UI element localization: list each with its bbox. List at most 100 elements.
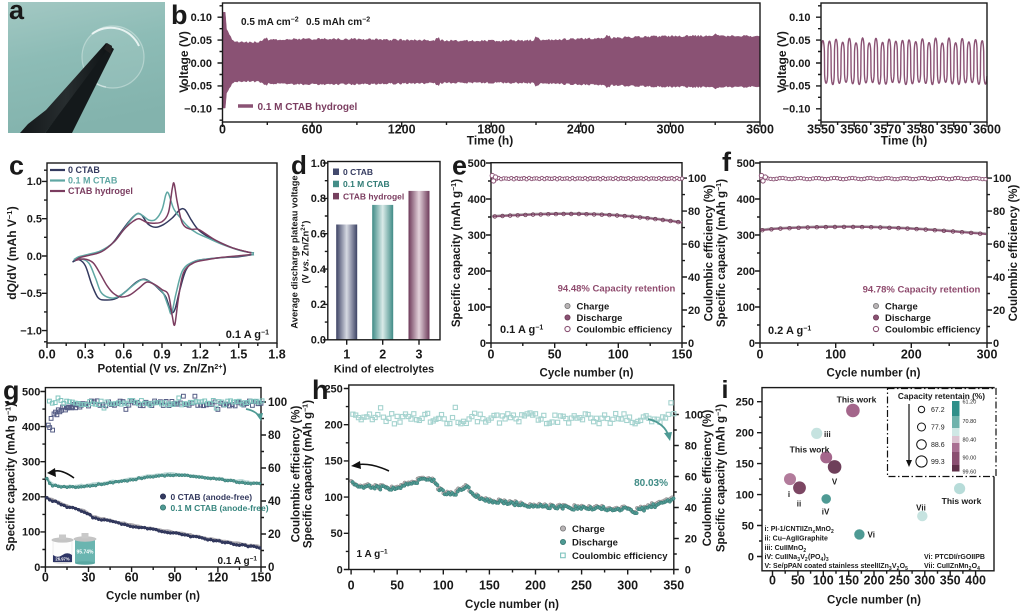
svg-text:0.4: 0.4 [311, 264, 327, 276]
svg-text:500: 500 [22, 386, 40, 398]
svg-text:V: V [832, 478, 838, 487]
svg-text:90.00: 90.00 [963, 456, 977, 462]
svg-text:0.2 A g−1: 0.2 A g−1 [768, 325, 811, 337]
svg-text:0: 0 [685, 564, 691, 576]
svg-text:0.10: 0.10 [789, 12, 810, 24]
svg-text:80: 80 [993, 206, 1005, 218]
svg-text:80: 80 [268, 430, 281, 442]
svg-text:Kind of electrolytes: Kind of electrolytes [334, 364, 434, 376]
svg-text:−1.0: −1.0 [20, 325, 42, 337]
svg-text:3550: 3550 [807, 123, 835, 137]
svg-text:1.5: 1.5 [230, 348, 247, 362]
svg-text:0.5 mA cm−2: 0.5 mA cm−2 [241, 17, 299, 29]
svg-text:Time (h): Time (h) [881, 134, 927, 148]
svg-text:1: 1 [343, 348, 350, 362]
svg-text:150: 150 [672, 348, 693, 362]
svg-text:ii: Cu–AgIIGraphite: ii: Cu–AgIIGraphite [765, 536, 829, 543]
svg-text:1.0: 1.0 [27, 176, 42, 188]
svg-text:3600: 3600 [746, 123, 774, 137]
svg-text:Vi: PTCDI/rGOIIPB: Vi: PTCDI/rGOIIPB [924, 554, 985, 561]
svg-text:−0.05: −0.05 [783, 81, 811, 93]
svg-text:350: 350 [663, 579, 684, 593]
svg-text:400: 400 [965, 574, 986, 588]
svg-text:1.8: 1.8 [268, 348, 285, 362]
svg-text:−0.5: −0.5 [20, 288, 42, 300]
svg-text:50: 50 [548, 348, 562, 362]
svg-text:200: 200 [864, 574, 885, 588]
svg-text:60: 60 [268, 463, 281, 475]
svg-text:94.48% Capacity retention: 94.48% Capacity retention [558, 284, 676, 295]
svg-text:0.05: 0.05 [789, 35, 810, 47]
svg-text:0: 0 [34, 562, 40, 574]
svg-text:0.6: 0.6 [311, 229, 326, 241]
svg-text:Voltage (V): Voltage (V) [177, 31, 191, 93]
svg-text:This work: This work [837, 395, 877, 405]
svg-text:1800: 1800 [477, 123, 505, 137]
svg-text:Specific capacity (mAh g−1 ): Specific capacity (mAh g−1 ) [716, 404, 728, 552]
svg-text:0.00: 0.00 [789, 58, 810, 70]
svg-text:Cycle number (n): Cycle number (n) [465, 599, 559, 611]
svg-text:0: 0 [348, 579, 355, 593]
svg-text:d: d [291, 150, 307, 180]
svg-text:100: 100 [737, 302, 755, 314]
svg-text:0.1 A g−1: 0.1 A g−1 [226, 329, 269, 341]
svg-text:0.1 M CTAB: 0.1 M CTAB [343, 179, 390, 189]
svg-text:500: 500 [468, 158, 486, 170]
svg-text:3580: 3580 [907, 123, 935, 137]
svg-text:100: 100 [685, 409, 703, 421]
svg-text:Vi: Vi [868, 531, 875, 540]
svg-text:500: 500 [737, 158, 755, 170]
svg-text:b: b [171, 0, 188, 30]
svg-text:77.9: 77.9 [931, 425, 945, 432]
svg-text:0.5: 0.5 [27, 214, 42, 226]
svg-text:100: 100 [688, 173, 706, 185]
svg-text:dQ/dV (mAh V−1 ): dQ/dV (mAh V−1 ) [5, 206, 19, 300]
svg-text:300: 300 [617, 579, 638, 593]
svg-text:0: 0 [688, 338, 694, 350]
svg-text:3: 3 [416, 348, 423, 362]
svg-text:0: 0 [488, 348, 495, 362]
svg-text:1.2: 1.2 [192, 348, 209, 362]
svg-text:Coulombic efficiency (%): Coulombic efficiency (%) [291, 405, 303, 542]
svg-text:0.1 A g−1: 0.1 A g−1 [500, 324, 543, 336]
svg-text:200: 200 [324, 420, 342, 432]
svg-text:100: 100 [433, 579, 454, 593]
svg-text:iii: iii [824, 430, 831, 439]
svg-text:Discharge: Discharge [577, 313, 623, 324]
svg-text:200: 200 [22, 492, 40, 504]
svg-text:99.3: 99.3 [931, 459, 945, 466]
svg-text:i: i [722, 376, 729, 404]
svg-text:200: 200 [468, 266, 486, 278]
svg-text:60: 60 [125, 571, 139, 585]
svg-text:0: 0 [748, 551, 754, 563]
svg-text:0.05: 0.05 [191, 35, 212, 47]
svg-text:600: 600 [302, 123, 323, 137]
svg-text:0.8: 0.8 [311, 193, 326, 205]
svg-text:Specific capacity (mAh g−1 ): Specific capacity (mAh g−1 ) [716, 179, 728, 327]
svg-text:400: 400 [468, 194, 486, 206]
svg-text:Average discharge plateau volt: Average discharge plateau voltage [290, 175, 300, 328]
svg-text:Coulombic efficiency: Coulombic efficiency [885, 325, 981, 336]
svg-text:100: 100 [22, 527, 40, 539]
svg-text:150: 150 [251, 571, 272, 585]
svg-text:iV: iV [822, 508, 830, 517]
svg-text:300: 300 [977, 348, 998, 362]
svg-text:0: 0 [268, 562, 274, 574]
svg-text:80: 80 [685, 440, 697, 452]
svg-text:Discharge: Discharge [885, 313, 931, 324]
svg-text:80: 80 [688, 206, 700, 218]
svg-text:100: 100 [813, 574, 834, 588]
svg-text:0: 0 [757, 348, 764, 362]
svg-text:Coulombic efficiency (%): Coulombic efficiency (%) [1008, 184, 1020, 321]
svg-text:Discharge: Discharge [572, 538, 618, 549]
svg-text:250: 250 [571, 579, 592, 593]
svg-text:90: 90 [168, 571, 182, 585]
svg-text:100: 100 [608, 348, 629, 362]
svg-text:ii: ii [797, 500, 801, 509]
svg-text:Cycle number (n): Cycle number (n) [540, 368, 634, 380]
svg-text:This work: This work [790, 445, 830, 455]
svg-text:Cycle number (n): Cycle number (n) [106, 591, 200, 603]
svg-text:0: 0 [769, 574, 776, 588]
svg-text:Charge: Charge [572, 524, 605, 535]
svg-text:200: 200 [736, 428, 754, 440]
